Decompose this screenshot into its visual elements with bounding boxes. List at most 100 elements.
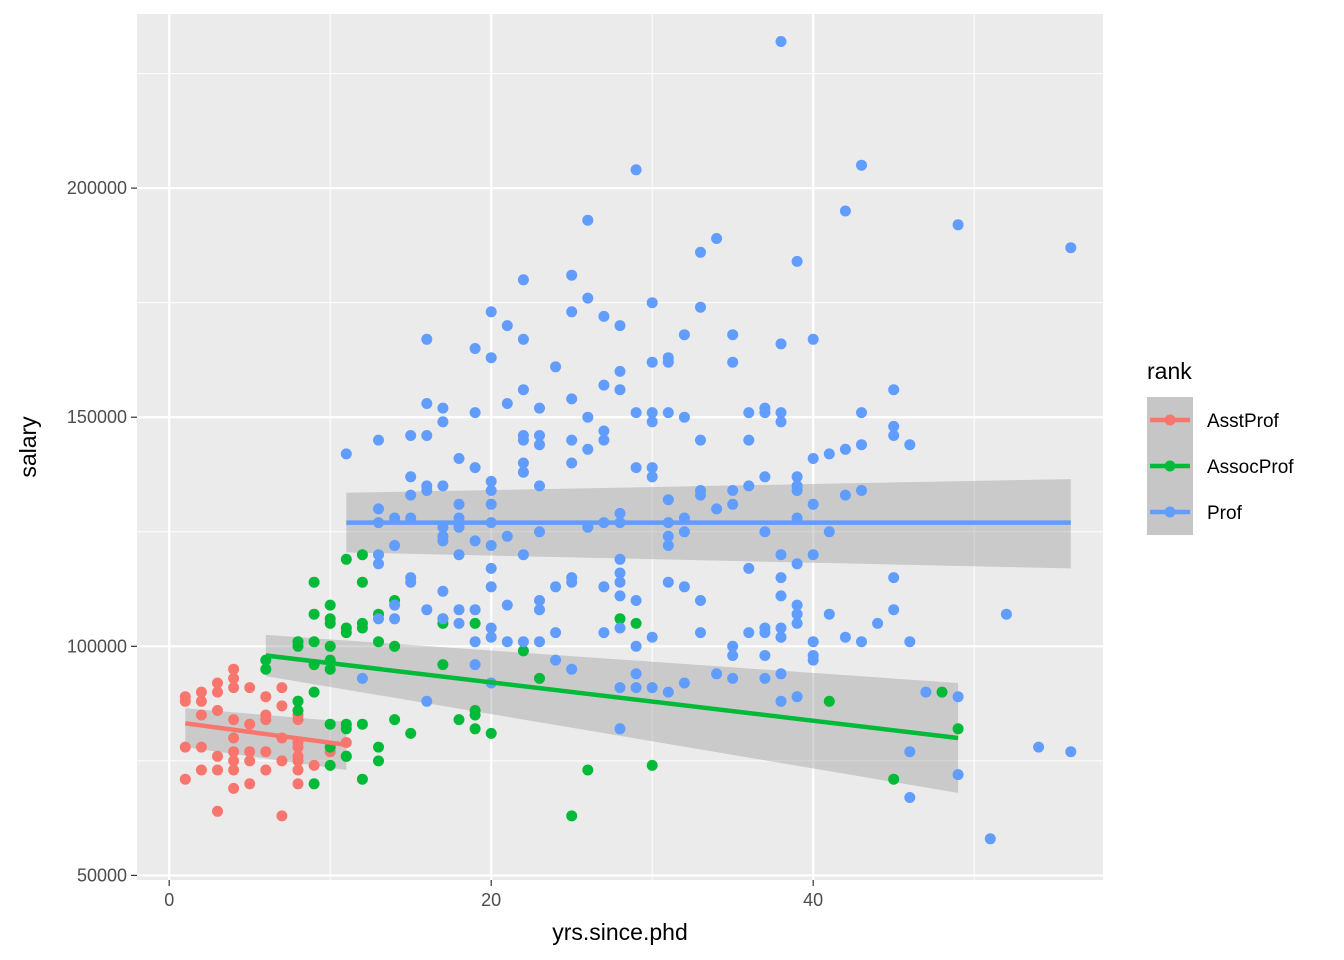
point-prof (727, 485, 739, 496)
point-assocprof (373, 741, 384, 753)
point-prof (469, 636, 481, 648)
point-prof (485, 581, 497, 593)
point-prof (662, 540, 674, 551)
point-prof (727, 498, 739, 510)
point-assocprof (582, 764, 594, 776)
point-prof (485, 498, 497, 510)
x-axis-title: yrs.since.phd (552, 919, 688, 945)
point-prof (807, 453, 819, 464)
point-assocprof (389, 714, 401, 726)
point-asstprof (228, 672, 240, 684)
point-assocprof (308, 636, 320, 648)
point-prof (759, 672, 771, 684)
point-prof (485, 540, 497, 551)
point-prof (598, 581, 610, 593)
point-prof (775, 36, 787, 47)
point-assocprof (469, 709, 481, 721)
point-asstprof (292, 764, 304, 776)
point-prof (839, 443, 851, 455)
point-prof (630, 668, 642, 680)
point-prof (984, 833, 996, 845)
point-prof (646, 416, 658, 428)
point-asstprof (276, 755, 288, 767)
point-prof (743, 562, 755, 574)
point-asstprof (260, 691, 272, 703)
point-prof (534, 595, 545, 606)
point-assocprof (566, 810, 578, 822)
point-assocprof (324, 759, 336, 771)
point-prof (517, 333, 529, 345)
point-prof (566, 457, 578, 469)
point-prof (646, 407, 658, 419)
point-prof (630, 682, 642, 694)
point-assocprof (340, 553, 352, 565)
point-asstprof (212, 805, 223, 817)
point-prof (437, 530, 449, 542)
point-prof (421, 695, 433, 707)
point-prof (904, 636, 916, 648)
point-asstprof (228, 714, 240, 726)
point-prof (501, 320, 513, 332)
point-asstprof (179, 741, 191, 753)
point-prof (437, 585, 449, 597)
point-prof (775, 407, 787, 419)
point-asstprof (195, 709, 207, 721)
point-prof (678, 411, 690, 423)
point-asstprof (260, 764, 272, 776)
point-assocprof (324, 663, 336, 675)
point-prof (807, 333, 819, 345)
point-assocprof (356, 622, 368, 634)
point-assocprof (630, 617, 642, 629)
point-prof (566, 393, 578, 405)
legend-label-assocprof: AssocProf (1207, 457, 1294, 478)
confidence-band-asstprof (185, 708, 347, 770)
point-prof (485, 475, 497, 487)
point-prof (614, 723, 626, 735)
point-prof (807, 636, 819, 648)
point-prof (453, 549, 465, 561)
point-prof (711, 233, 723, 244)
point-asstprof (244, 755, 256, 767)
point-assocprof (469, 617, 481, 629)
point-prof (614, 622, 626, 634)
point-prof (775, 631, 787, 643)
point-prof (743, 407, 755, 419)
x-tick-label: 40 (803, 890, 823, 910)
point-assocprof (646, 759, 658, 771)
point-prof (485, 622, 497, 634)
point-asstprof (195, 695, 207, 707)
point-prof (743, 480, 755, 492)
point-asstprof (292, 741, 304, 753)
point-prof (646, 682, 658, 694)
point-prof (1000, 608, 1012, 620)
point-prof (695, 595, 706, 606)
point-prof (727, 650, 739, 661)
point-prof (598, 434, 610, 446)
point-prof (501, 398, 513, 409)
point-asstprof (212, 705, 223, 716)
point-prof (904, 439, 916, 451)
point-asstprof (276, 682, 288, 694)
point-prof (373, 613, 384, 625)
point-assocprof (888, 773, 900, 785)
trend-line-assocprof (265, 653, 959, 741)
point-asstprof (228, 764, 240, 776)
point-prof (727, 640, 739, 652)
point-assocprof (389, 640, 401, 652)
point-assocprof (324, 640, 336, 652)
point-asstprof (244, 778, 256, 790)
point-prof (405, 489, 417, 501)
point-prof (501, 599, 513, 611)
point-prof (389, 540, 401, 551)
point-asstprof (195, 764, 207, 776)
point-prof (485, 485, 497, 496)
point-asstprof (292, 714, 304, 726)
point-prof (743, 434, 755, 446)
point-prof (759, 526, 771, 538)
point-assocprof (356, 576, 368, 588)
point-prof (791, 471, 803, 483)
point-prof (727, 329, 739, 341)
point-prof (791, 485, 803, 496)
point-prof (888, 604, 900, 616)
